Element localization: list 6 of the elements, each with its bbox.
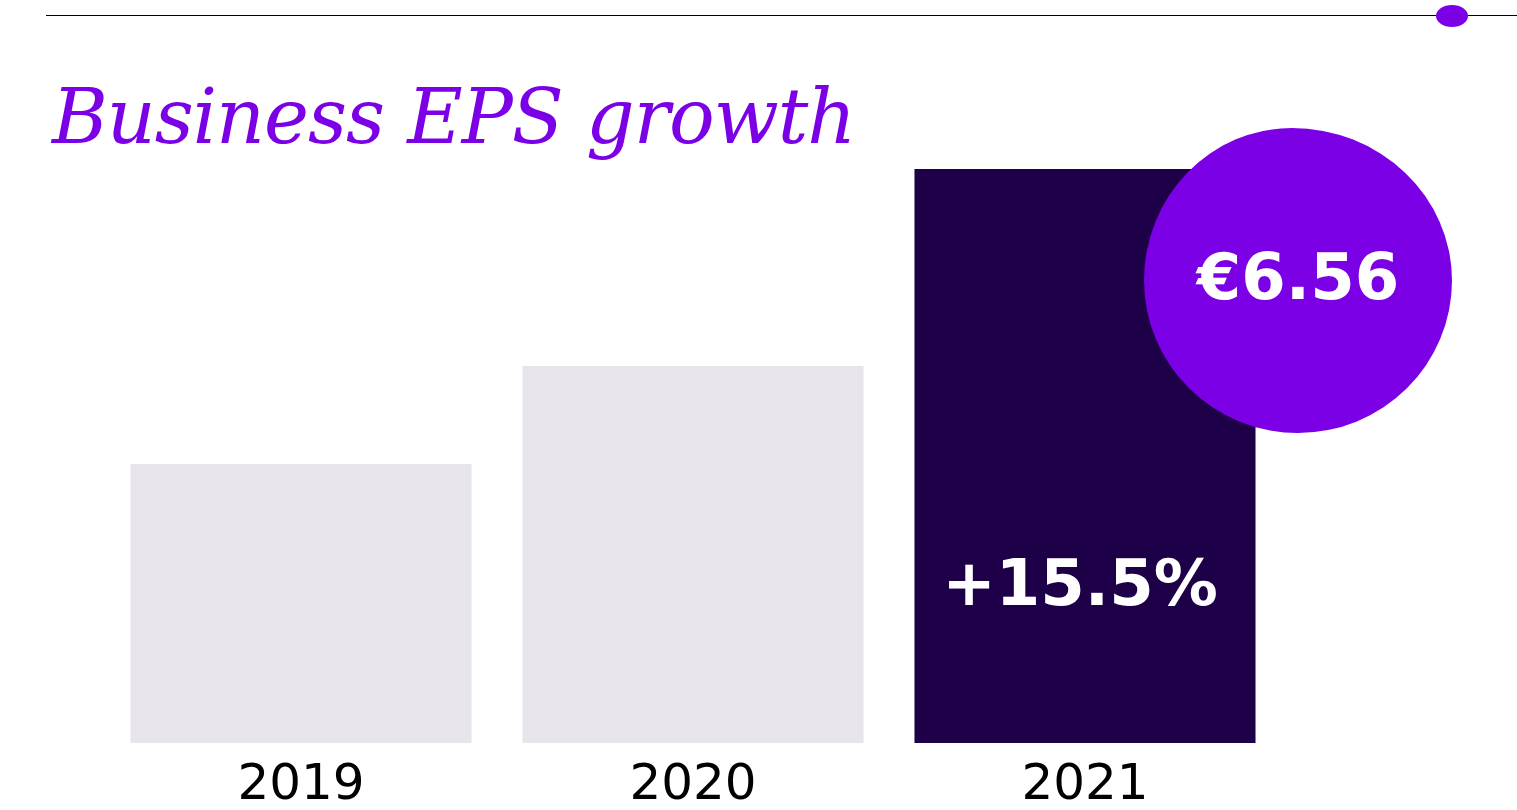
annotation: +15.5%	[941, 546, 1219, 622]
x-tick-label: 2021	[1021, 753, 1149, 810]
annotation: €6.56	[1195, 240, 1401, 316]
x-tick-label: 2020	[629, 753, 757, 810]
chart-title: Business EPS growth	[52, 72, 856, 161]
x-tick-label: 2019	[237, 753, 365, 810]
